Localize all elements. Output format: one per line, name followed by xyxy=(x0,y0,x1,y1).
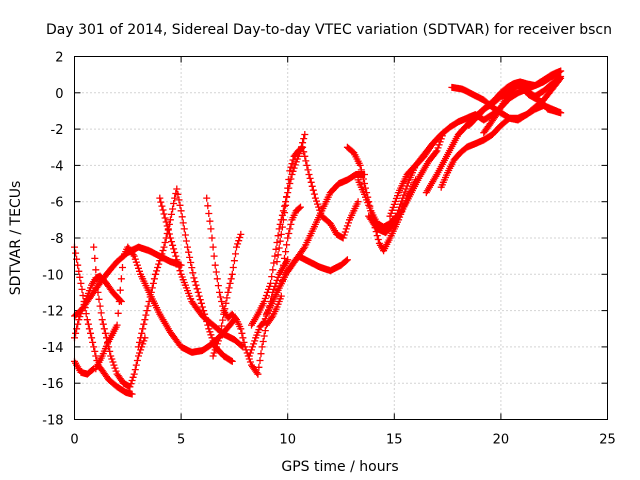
series-points xyxy=(135,185,236,365)
grid xyxy=(74,56,608,420)
series-points xyxy=(365,129,447,237)
y-tick-label: -4 xyxy=(51,159,64,174)
y-tick-label: -8 xyxy=(51,232,64,247)
y-axis-ticks: -18 -16 -14 -12 -10 -8 -6 -4 -2 0 2 xyxy=(42,51,608,429)
series-sat-h xyxy=(135,185,236,365)
series-points xyxy=(273,143,362,266)
y-tick-label: -14 xyxy=(42,341,63,356)
chart-title: Day 301 of 2014, Sidereal Day-to-day VTE… xyxy=(46,22,612,38)
series-points xyxy=(465,67,565,129)
series-points xyxy=(209,230,245,360)
series-sat-n xyxy=(273,143,362,266)
series-sat-x xyxy=(465,67,565,129)
x-tick-label: 25 xyxy=(599,433,616,448)
series-sat-p xyxy=(262,252,351,318)
y-tick-label: -16 xyxy=(42,377,63,392)
y-tick-label: -10 xyxy=(42,268,63,283)
plot-frame xyxy=(74,56,608,420)
y-tick-label: 0 xyxy=(55,87,63,102)
series-sat-j xyxy=(209,230,245,360)
x-tick-label: 15 xyxy=(386,433,403,448)
x-tick-label: 20 xyxy=(493,433,510,448)
series-points xyxy=(480,80,565,137)
x-tick-label: 0 xyxy=(70,433,78,448)
y-tick-label: -2 xyxy=(51,123,64,138)
y-tick-label: -6 xyxy=(51,196,64,211)
series-points xyxy=(262,252,351,318)
x-axis-ticks: 0 5 10 15 20 25 xyxy=(70,56,616,448)
x-axis-label: GPS time / hours xyxy=(281,459,398,475)
y-tick-label: -12 xyxy=(42,305,63,320)
y-axis-label: SDTVAR / TECUs xyxy=(8,181,24,296)
data-series xyxy=(71,67,565,398)
series-sat-y xyxy=(480,80,565,137)
y-tick-label: -18 xyxy=(42,414,63,429)
series-points xyxy=(254,203,304,378)
x-tick-label: 10 xyxy=(279,433,296,448)
series-points xyxy=(90,243,149,391)
x-tick-label: 5 xyxy=(177,433,185,448)
series-sat-k xyxy=(254,203,304,378)
y-tick-label: 2 xyxy=(55,51,63,66)
series-sat-e xyxy=(90,243,149,391)
series-sat-s xyxy=(365,129,447,237)
